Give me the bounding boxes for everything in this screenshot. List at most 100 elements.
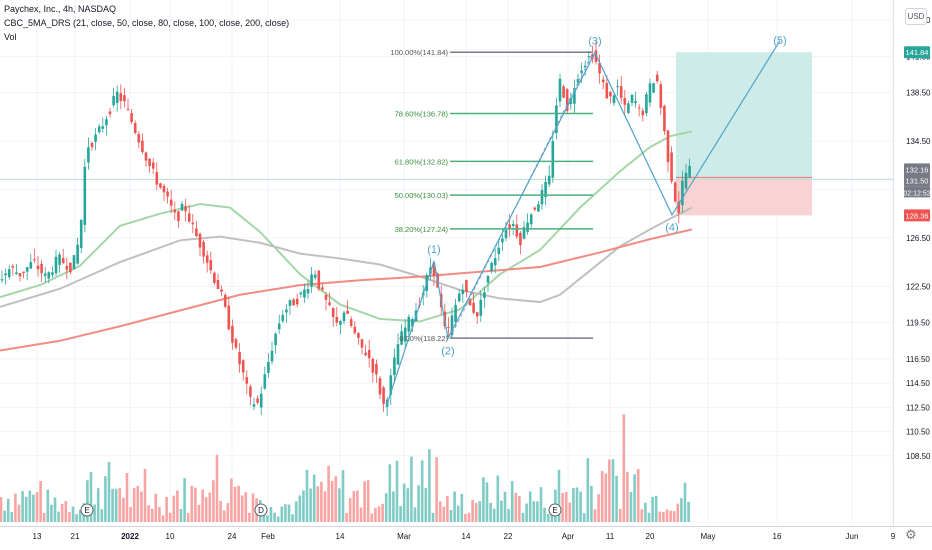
candle-body [108, 111, 112, 115]
volume-bar [557, 469, 561, 522]
candle-body [666, 130, 670, 163]
candle-body [299, 292, 303, 295]
x-tick-label: 13 [33, 532, 42, 541]
price-axis-label-text: 132.16 [906, 165, 929, 174]
volume-bar [305, 469, 309, 522]
volume-bar [485, 482, 489, 522]
volume-bar [492, 508, 496, 522]
candle-body [216, 279, 220, 289]
volume-bar [312, 474, 316, 522]
candle-body [637, 107, 641, 109]
candle-body [205, 255, 209, 263]
candle-body [195, 228, 198, 236]
settings-gear-icon[interactable]: ⚙ [905, 527, 917, 542]
fib-level-label: 61.80%(132.82) [395, 157, 449, 166]
volume-bar [582, 513, 586, 522]
volume-bar [237, 485, 240, 522]
volume-bar [316, 486, 320, 522]
volume-bar [449, 509, 453, 522]
volume-bar [93, 504, 96, 522]
candle-body [580, 70, 583, 73]
candle-body [623, 98, 627, 105]
event-marker: D [254, 503, 268, 517]
candle-body [148, 158, 151, 167]
y-tick-label: 122.50 [906, 282, 931, 291]
volume-bar [633, 474, 636, 522]
fib-level-label: 100.00%(141.84) [390, 48, 448, 57]
candle-body [72, 255, 76, 270]
volume-bar [651, 496, 654, 522]
volume-bar [618, 508, 622, 522]
candle-body [569, 97, 573, 105]
candle-body [461, 289, 465, 295]
candle-body [51, 272, 54, 275]
price-axis-label-bg [904, 174, 930, 187]
volume-bar [399, 506, 402, 522]
volume-bar [294, 501, 298, 522]
volume-bar [3, 510, 6, 522]
volume-bar [615, 475, 618, 522]
candle-body [403, 327, 407, 342]
candle-body [576, 79, 580, 83]
event-marker-text: D [258, 506, 264, 515]
candle-body [295, 298, 299, 305]
volume-bar [420, 460, 424, 522]
volume-bar [503, 491, 507, 522]
candle-body [162, 185, 166, 193]
symbol-legend[interactable]: Paychex, Inc., 4h, NASDAQ [4, 4, 117, 14]
candle-body [141, 140, 144, 153]
volume-bar [222, 510, 226, 522]
event-marker: E [80, 503, 94, 517]
volume-bar [575, 487, 579, 522]
volume-bar [539, 487, 543, 522]
candle-body [180, 203, 184, 211]
volume-bar [183, 478, 186, 522]
candle-body [58, 254, 61, 265]
volume-bar [39, 480, 42, 522]
volume-bar [622, 414, 626, 522]
event-marker-text: E [84, 506, 89, 515]
candle-body [133, 122, 137, 133]
volume-bar [240, 495, 244, 522]
volume-bar [107, 461, 111, 522]
indicator-legend[interactable]: CBC_5MA_DRS (21, close, 50, close, 80, c… [4, 18, 290, 28]
candle-body [238, 352, 241, 365]
volume-bar [136, 485, 140, 522]
volume-bar [143, 468, 147, 522]
x-tick-label: Jun [846, 532, 859, 541]
volume-bar [665, 509, 669, 522]
candle-body [573, 87, 576, 104]
volume-bar [489, 502, 492, 522]
candle-body [364, 352, 367, 356]
volume-bar [35, 492, 39, 522]
candle-body [328, 302, 331, 306]
volume-bar [626, 472, 629, 522]
candle-body [227, 305, 231, 330]
volume-bar [597, 494, 600, 522]
volume-bar [57, 511, 60, 522]
x-tick-label: May [700, 532, 715, 541]
volume-bar [10, 511, 14, 522]
currency-button[interactable]: USD [905, 8, 927, 25]
elliott-wave-label: (5) [773, 35, 786, 47]
volume-bar [89, 472, 93, 522]
volume-bar [395, 460, 399, 522]
candle-body [270, 350, 274, 362]
candle-body [90, 142, 94, 148]
volume-bar [273, 512, 276, 522]
candle-body [303, 289, 306, 298]
fib-level-label: 38.20%(127.24) [395, 225, 449, 234]
volume-bar [345, 512, 348, 522]
fib-level-label: 78.60%(136.78) [395, 109, 449, 118]
candle-body [457, 293, 461, 302]
volume-bar [496, 475, 500, 522]
volume-bar [298, 495, 302, 522]
candle-body [249, 386, 252, 397]
volume-legend[interactable]: Vol [4, 32, 17, 42]
candle-body [634, 101, 637, 104]
candle-body [267, 362, 270, 373]
volume-bar [528, 491, 532, 522]
candle-body [15, 272, 18, 275]
candle-body [407, 316, 411, 332]
